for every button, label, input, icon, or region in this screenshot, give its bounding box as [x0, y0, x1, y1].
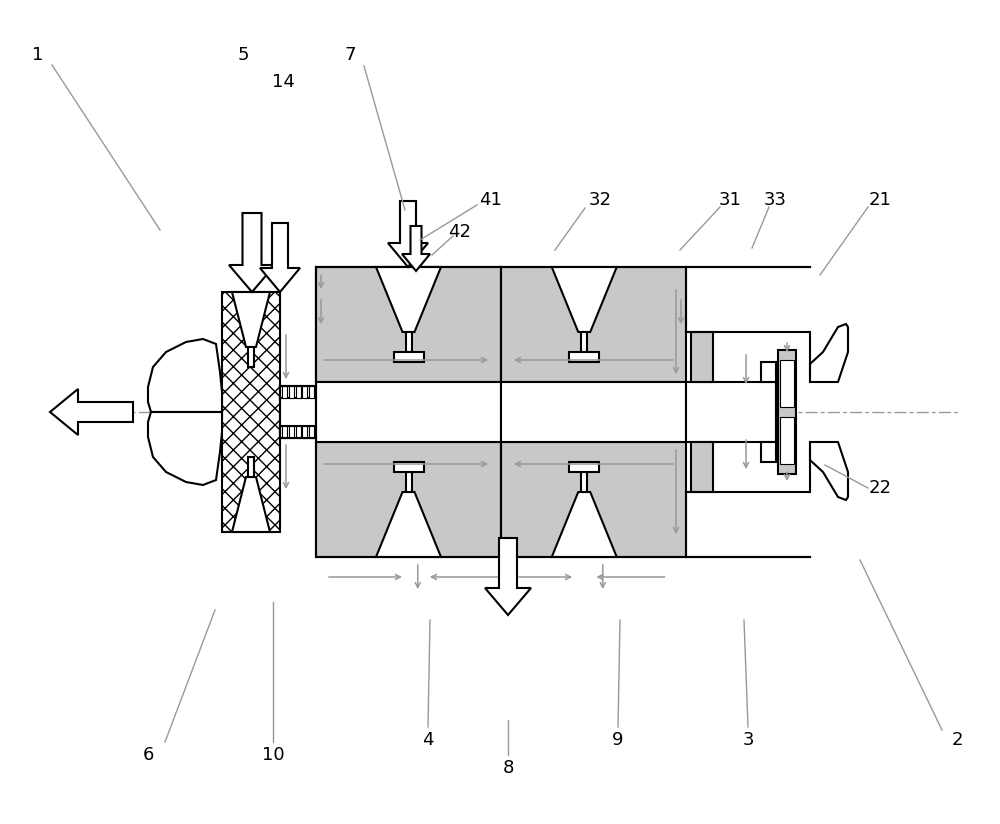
Polygon shape	[232, 477, 270, 532]
Polygon shape	[388, 201, 428, 267]
Text: 8: 8	[502, 759, 514, 777]
Polygon shape	[50, 389, 133, 435]
Text: 6: 6	[142, 746, 154, 764]
Bar	[302, 386, 307, 398]
Bar	[316, 267, 501, 382]
Bar	[296, 426, 300, 438]
Bar	[248, 457, 254, 477]
Text: 42: 42	[448, 223, 472, 241]
Bar	[248, 347, 254, 367]
Bar	[406, 472, 412, 492]
Polygon shape	[376, 267, 441, 332]
Bar	[282, 386, 287, 398]
Bar	[691, 332, 713, 382]
Bar	[302, 426, 307, 438]
Bar	[280, 426, 316, 438]
Polygon shape	[402, 226, 430, 271]
Bar	[316, 267, 501, 382]
Text: 2: 2	[951, 731, 963, 749]
Bar	[280, 398, 316, 426]
Text: 22: 22	[868, 479, 892, 497]
Polygon shape	[148, 339, 222, 412]
Bar	[222, 292, 280, 532]
Bar	[686, 382, 776, 442]
Text: 1: 1	[32, 46, 44, 64]
Bar	[569, 462, 599, 472]
Bar	[282, 426, 287, 438]
Polygon shape	[376, 492, 441, 557]
Bar	[581, 472, 587, 492]
Bar	[394, 462, 424, 472]
Text: 9: 9	[612, 731, 624, 749]
Polygon shape	[485, 538, 531, 615]
Bar	[501, 382, 686, 442]
Text: 14: 14	[272, 73, 294, 91]
Bar	[501, 442, 686, 557]
Polygon shape	[148, 412, 222, 485]
Text: 4: 4	[422, 731, 434, 749]
Bar	[394, 352, 424, 362]
Text: 21: 21	[869, 191, 891, 209]
Bar	[761, 362, 776, 382]
Bar	[778, 350, 796, 474]
Text: 5: 5	[237, 46, 249, 64]
Bar	[296, 386, 300, 398]
Polygon shape	[229, 213, 275, 292]
Text: 32: 32	[588, 191, 612, 209]
Polygon shape	[552, 267, 617, 332]
Bar	[280, 386, 316, 398]
Bar	[316, 442, 501, 557]
Text: 7: 7	[344, 46, 356, 64]
Bar	[289, 386, 294, 398]
Bar	[501, 267, 686, 382]
Bar	[780, 360, 794, 407]
Bar	[316, 382, 501, 442]
Bar	[780, 417, 794, 464]
Polygon shape	[232, 292, 270, 347]
Bar	[309, 426, 314, 438]
Bar	[309, 386, 314, 398]
Text: 31: 31	[719, 191, 741, 209]
Text: 33: 33	[764, 191, 786, 209]
Polygon shape	[810, 442, 848, 500]
Text: 3: 3	[742, 731, 754, 749]
Bar	[691, 442, 713, 492]
Bar	[406, 332, 412, 352]
Bar	[569, 352, 599, 362]
Bar	[289, 426, 294, 438]
Text: 10: 10	[262, 746, 284, 764]
Text: 41: 41	[479, 191, 501, 209]
Polygon shape	[552, 492, 617, 557]
Polygon shape	[810, 324, 848, 382]
Bar	[581, 332, 587, 352]
Bar	[761, 442, 776, 462]
Polygon shape	[260, 223, 300, 292]
